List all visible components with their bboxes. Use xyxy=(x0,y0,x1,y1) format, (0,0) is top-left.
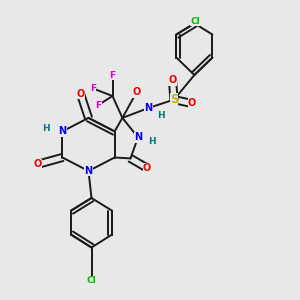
Text: Cl: Cl xyxy=(190,16,200,26)
Text: H: H xyxy=(42,124,50,133)
Text: O: O xyxy=(33,159,42,170)
Text: H: H xyxy=(157,111,164,120)
Text: N: N xyxy=(84,166,93,176)
Text: N: N xyxy=(144,103,153,113)
Text: O: O xyxy=(143,163,151,173)
Text: Cl: Cl xyxy=(87,276,96,285)
Text: O: O xyxy=(132,87,141,98)
Text: F: F xyxy=(110,71,116,80)
Text: O: O xyxy=(188,98,196,109)
Text: H: H xyxy=(148,137,155,146)
Text: N: N xyxy=(58,126,67,136)
Text: F: F xyxy=(90,84,96,93)
Text: O: O xyxy=(76,88,85,99)
Text: O: O xyxy=(168,75,177,85)
Text: F: F xyxy=(95,100,101,109)
Text: S: S xyxy=(170,93,178,106)
Text: N: N xyxy=(134,132,142,142)
